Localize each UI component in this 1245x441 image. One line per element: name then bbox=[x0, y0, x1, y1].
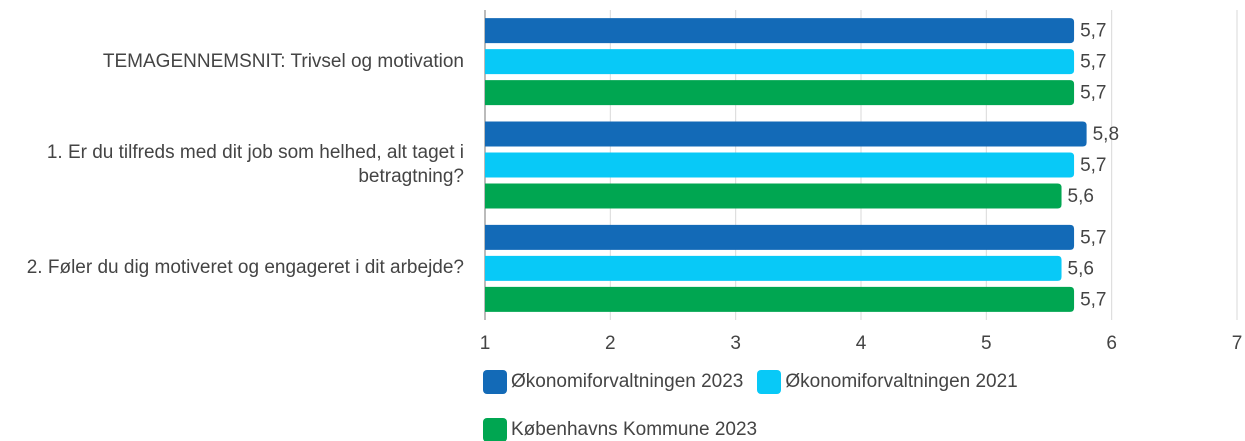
legend: Økonomiforvaltningen 2023 Økonomiforvaltn… bbox=[483, 370, 1203, 441]
data-label: 5,7 bbox=[1080, 52, 1106, 73]
data-label: 5,7 bbox=[1080, 83, 1106, 104]
legend-item: Københavns Kommune 2023 bbox=[483, 418, 757, 441]
bar bbox=[485, 152, 1075, 178]
legend-item: Økonomiforvaltningen 2021 bbox=[757, 370, 1018, 394]
bar bbox=[485, 183, 1062, 209]
legend-swatch bbox=[483, 418, 507, 441]
data-label: 5,7 bbox=[1080, 289, 1106, 310]
data-label: 5,7 bbox=[1080, 227, 1106, 248]
bar bbox=[485, 224, 1075, 250]
x-tick-label: 4 bbox=[856, 333, 867, 354]
legend-label: Økonomiforvaltningen 2021 bbox=[785, 371, 1018, 392]
data-label: 5,7 bbox=[1080, 155, 1106, 176]
legend-swatch bbox=[483, 370, 507, 394]
bar bbox=[485, 80, 1075, 106]
x-tick-label: 6 bbox=[1106, 333, 1117, 354]
legend-item: Økonomiforvaltningen 2023 bbox=[483, 370, 743, 394]
legend-label: Københavns Kommune 2023 bbox=[511, 419, 758, 440]
category-label: 1. Er du tilfreds med dit job som helhed… bbox=[46, 142, 464, 187]
legend-label: Økonomiforvaltningen 2023 bbox=[511, 371, 744, 392]
category-label: 2. Føler du dig motiveret og engageret i… bbox=[26, 257, 464, 279]
data-label: 5,6 bbox=[1068, 186, 1094, 207]
bar bbox=[485, 49, 1075, 75]
x-tick-label: 7 bbox=[1232, 333, 1243, 354]
data-label: 5,6 bbox=[1068, 258, 1094, 279]
bar bbox=[485, 18, 1075, 44]
bar bbox=[485, 255, 1062, 281]
bar bbox=[485, 286, 1075, 312]
category-label: TEMAGENNEMSNIT: Trivsel og motivation bbox=[102, 50, 464, 72]
data-label: 5,7 bbox=[1080, 21, 1106, 42]
x-tick-label: 5 bbox=[981, 333, 992, 354]
x-tick-label: 3 bbox=[730, 333, 741, 354]
x-tick-label: 1 bbox=[480, 333, 491, 354]
legend-swatch bbox=[757, 370, 782, 394]
data-label: 5,8 bbox=[1093, 124, 1119, 145]
bar bbox=[485, 121, 1087, 147]
x-tick-label: 2 bbox=[605, 333, 616, 354]
